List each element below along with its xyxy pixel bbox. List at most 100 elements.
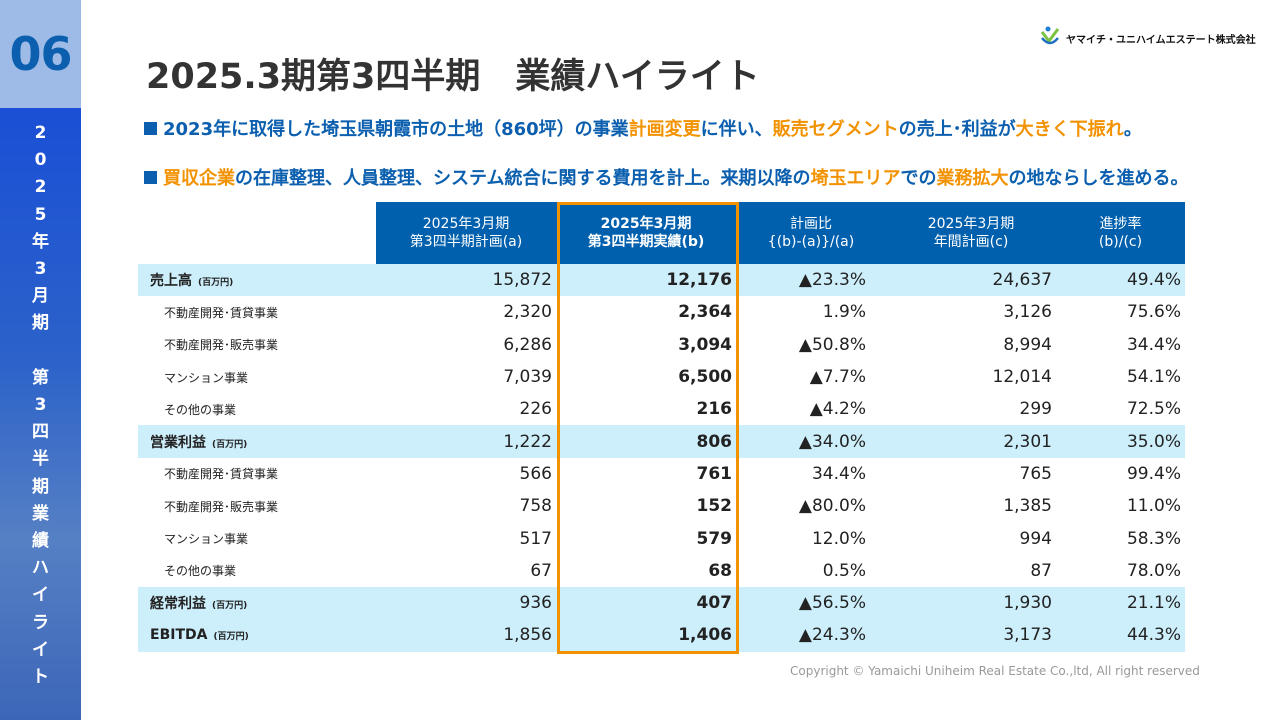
table-row: マンション事業 7,039 6,500 ▲7.7% 12,014 54.1%: [138, 361, 1185, 393]
table-cell: 1,385: [1003, 496, 1052, 517]
table-cell: 3,126: [1003, 302, 1052, 323]
vertical-char: 期: [32, 476, 49, 497]
highlight-text: 大きく下振れ: [1015, 119, 1124, 140]
table-row: 不動産開発･販売事業 758 152 ▲80.0% 1,385 11.0%: [138, 490, 1185, 522]
row-label: マンション事業: [138, 361, 376, 393]
table-cell: 7,039: [503, 367, 552, 388]
text: での: [900, 168, 937, 189]
vertical-char: 3: [34, 259, 47, 280]
vertical-char: イ: [32, 585, 49, 606]
unit-label: (百万円): [213, 632, 249, 643]
table-row: マンション事業 517 579 12.0% 994 58.3%: [138, 522, 1185, 554]
table-cell: 3,173: [886, 619, 1056, 652]
vertical-char: [38, 338, 44, 365]
row-label: 売上高 (百万円): [138, 264, 376, 297]
row-label-text: その他の事業: [164, 402, 237, 417]
row-label: 営業利益 (百万円): [138, 425, 376, 458]
vertical-char: 5: [34, 204, 47, 225]
table-cell: 517: [519, 528, 552, 549]
row-label-text: 不動産開発･賃貸事業: [164, 467, 279, 482]
table-cell: 806: [556, 425, 736, 458]
table-cell: 1,930: [886, 586, 1056, 620]
table-cell: 34.4%: [811, 463, 866, 484]
text: 。: [1123, 119, 1142, 140]
table-cell: 3,094: [678, 334, 732, 355]
table-cell: ▲4.2%: [809, 399, 866, 420]
header-line: 第3四半期計画(a): [409, 234, 523, 250]
table-cell: 1,222: [376, 425, 556, 458]
table-row: EBITDA (百万円) 1,856 1,406 ▲24.3% 3,173 44.3%: [138, 619, 1185, 652]
column-header: 2025年3月期 第3四半期実績(b): [556, 202, 736, 264]
bullet-2: 買収企業の在庫整理、人員整理、システム統合に関する費用を計上。来期以降の埼玉エリ…: [144, 164, 1188, 190]
table-cell: 12.0%: [811, 528, 866, 549]
table-cell: 24,637: [886, 264, 1056, 297]
unit-label: (百万円): [212, 601, 248, 612]
bullet-1: 2023年に取得した埼玉県朝霞市の土地（860坪）の事業計画変更に伴い、販売セグ…: [144, 115, 1142, 141]
text: の地ならしを進める。: [1008, 168, 1189, 189]
vertical-char: 期: [32, 313, 49, 334]
section-number-box: 06: [0, 0, 81, 108]
text: の在庫整理、人員整理、システム統合に関する費用を計上。来期以降の: [235, 168, 811, 189]
header-line: 年間計画(c): [933, 234, 1009, 250]
column-header: 計画比 {(b)-(a)}/(a): [736, 202, 886, 264]
vertical-char: 四: [32, 422, 49, 443]
header-line: {(b)-(a)}/(a): [767, 234, 855, 250]
table-cell: 12,176: [556, 264, 736, 297]
table-cell: ▲24.3%: [736, 619, 886, 652]
header-line: 2025年3月期: [600, 216, 692, 232]
vertical-char: 3: [34, 395, 47, 416]
row-label: 不動産開発･賃貸事業: [138, 296, 376, 328]
table-cell: 12,014: [992, 367, 1052, 388]
table-cell: 72.5%: [1126, 399, 1181, 420]
table-cell: 579: [696, 528, 733, 549]
vertical-char: 年: [32, 231, 49, 252]
copyright: Copyright © Yamaichi Uniheim Real Estate…: [790, 664, 1200, 678]
page-title: 2025.3期第3四半期 業績ハイライト: [146, 57, 760, 97]
table-cell: 765: [1019, 463, 1052, 484]
header-line: 計画比: [790, 216, 832, 232]
table-cell: 407: [556, 586, 736, 620]
table-cell: ▲34.0%: [736, 425, 886, 458]
row-label-text: EBITDA: [150, 627, 208, 644]
table-cell: ▲56.5%: [736, 586, 886, 620]
table-cell: ▲7.7%: [809, 367, 866, 388]
table-cell: 2,364: [678, 302, 732, 323]
table-cell: 2,320: [503, 302, 552, 323]
table-row: 経常利益 (百万円) 936 407 ▲56.5% 1,930 21.1%: [138, 586, 1185, 620]
table-row: 営業利益 (百万円) 1,222 806 ▲34.0% 2,301 35.0%: [138, 425, 1185, 458]
table-cell: 936: [376, 586, 556, 620]
unit-label: (百万円): [198, 278, 234, 289]
row-label: 経常利益 (百万円): [138, 586, 376, 620]
header-line: 進捗率: [1099, 216, 1142, 232]
table-cell: 99.4%: [1126, 463, 1181, 484]
table-cell: 21.1%: [1056, 586, 1185, 620]
vertical-char: 月: [32, 286, 49, 307]
table-cell: 54.1%: [1126, 367, 1181, 388]
text: の売上･利益が: [898, 119, 1016, 140]
table-cell: 44.3%: [1056, 619, 1185, 652]
unit-label: (百万円): [212, 439, 248, 450]
table-cell: 75.6%: [1126, 302, 1181, 323]
vertical-char: 2: [34, 177, 47, 198]
table-cell: 15,872: [376, 264, 556, 297]
table-cell: 68: [708, 560, 732, 581]
row-label-text: 不動産開発･販売事業: [164, 338, 279, 353]
text: 2023年に取得した埼玉県朝霞市の土地（860坪）の事業: [163, 119, 629, 140]
results-table: 2025年3月期第3四半期計画(a) 2025年3月期 第3四半期実績(b) 計画比 {…: [138, 202, 1185, 652]
text: に伴い、: [700, 119, 773, 140]
table-cell: ▲80.0%: [798, 496, 866, 517]
table-cell: 35.0%: [1056, 425, 1185, 458]
row-label: その他の事業: [138, 393, 376, 425]
table-row: 不動産開発･賃貸事業 2,320 2,364 1.9% 3,126 75.6%: [138, 296, 1185, 328]
table-cell: 6,500: [678, 367, 732, 388]
table-cell: 152: [696, 496, 733, 517]
vertical-char: ト: [32, 667, 49, 688]
highlight-text: 販売セグメント: [772, 119, 899, 140]
bullet-square-icon: [144, 171, 157, 184]
row-label-text: 不動産開発･賃貸事業: [164, 305, 279, 320]
column-header: 進捗率 (b)/(c): [1056, 202, 1185, 264]
vertical-char: 第: [32, 367, 49, 388]
table-cell: 1,406: [556, 619, 736, 652]
